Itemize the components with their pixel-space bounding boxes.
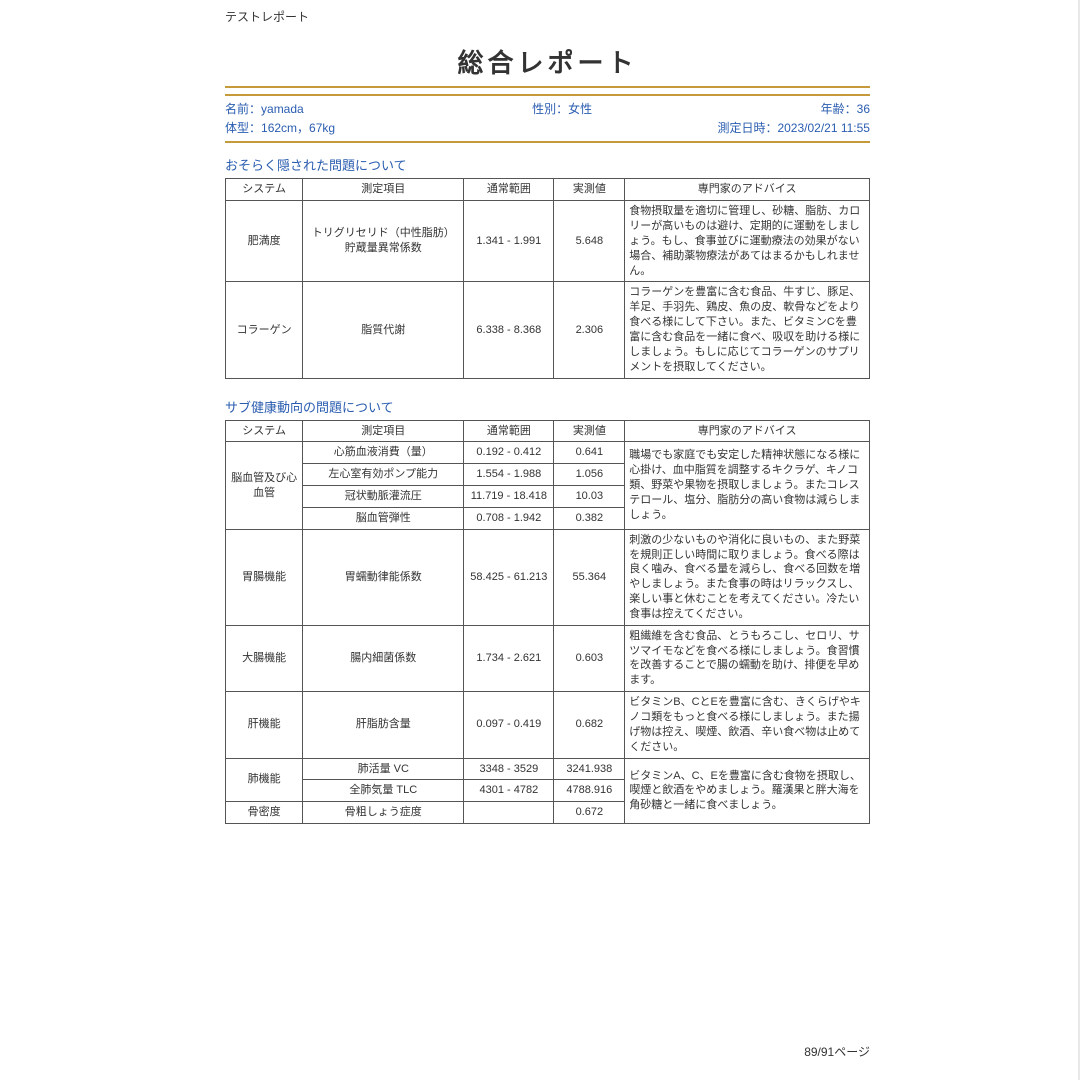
cell-item: 脂質代謝: [303, 282, 464, 378]
cell-system: 骨密度: [226, 802, 303, 824]
cell-item: 左心室有効ポンプ能力: [303, 464, 464, 486]
th-range: 通常範囲: [464, 420, 554, 442]
cell-range: 0.192 - 0.412: [464, 442, 554, 464]
table-row: 肝機能 肝脂肪含量 0.097 - 0.419 0.682 ビタミンB、CとEを…: [226, 692, 870, 758]
cell-item: 冠状動脈灌流圧: [303, 486, 464, 508]
datetime-value: 2023/02/21 11:55: [777, 121, 870, 135]
cell-system: 大腸機能: [226, 625, 303, 691]
cell-value: 0.672: [554, 802, 625, 824]
cell-item: トリグリセリド（中性脂肪）貯蔵量異常係数: [303, 201, 464, 282]
th-value: 実測値: [554, 420, 625, 442]
cell-system: 脳血管及び心血管: [226, 442, 303, 529]
table-header-row: システム 測定項目 通常範囲 実測値 専門家のアドバイス: [226, 179, 870, 201]
cell-range: 1.554 - 1.988: [464, 464, 554, 486]
cell-system: コラーゲン: [226, 282, 303, 378]
cell-advice: 職場でも家庭でも安定した精神状態になる様に心掛け、血中脂質を調整するキクラゲ、キ…: [625, 442, 870, 529]
th-advice: 専門家のアドバイス: [625, 420, 870, 442]
cell-item: 骨粗しょう症度: [303, 802, 464, 824]
cell-advice: 食物摂取量を適切に管理し、砂糖、脂肪、カロリーが高いものは避け、定期的に運動をし…: [625, 201, 870, 282]
section1-title: おそらく隠された問題について: [225, 155, 870, 174]
th-item: 測定項目: [303, 179, 464, 201]
table-row: 肺機能 肺活量 VC 3348 - 3529 3241.938 ビタミンA、C、…: [226, 758, 870, 780]
cell-item: 肺活量 VC: [303, 758, 464, 780]
table-row: 大腸機能 腸内細菌係数 1.734 - 2.621 0.603 粗繊維を含む食品…: [226, 625, 870, 691]
th-system: システム: [226, 420, 303, 442]
table-row: コラーゲン 脂質代謝 6.338 - 8.368 2.306 コラーゲンを豊富に…: [226, 282, 870, 378]
cell-value: 0.382: [554, 507, 625, 529]
cell-range: 6.338 - 8.368: [464, 282, 554, 378]
cell-value: 1.056: [554, 464, 625, 486]
body-value: 162cm，67kg: [261, 121, 335, 135]
cell-item: 全肺気量 TLC: [303, 780, 464, 802]
cell-item: 脳血管弾性: [303, 507, 464, 529]
cell-advice: ビタミンB、CとEを豊富に含む、きくらげやキノコ類をもっと食べる様にしましょう。…: [625, 692, 870, 758]
page-number: 89/91ページ: [804, 1043, 870, 1060]
table-row: 胃腸機能 胃蠕動律能係数 58.425 - 61.213 55.364 刺激の少…: [226, 529, 870, 625]
cell-value: 0.603: [554, 625, 625, 691]
cell-range: 1.341 - 1.991: [464, 201, 554, 282]
cell-system: 肝機能: [226, 692, 303, 758]
cell-item: 胃蠕動律能係数: [303, 529, 464, 625]
th-item: 測定項目: [303, 420, 464, 442]
name-value: yamada: [261, 102, 304, 116]
th-system: システム: [226, 179, 303, 201]
meta-rule: [225, 141, 870, 143]
cell-range: 1.734 - 2.621: [464, 625, 554, 691]
name-label: 名前：: [225, 102, 261, 116]
title-rule: [225, 86, 870, 96]
header-label: テストレポート: [225, 8, 870, 25]
body-label: 体型：: [225, 121, 261, 135]
cell-range: 11.719 - 18.418: [464, 486, 554, 508]
th-value: 実測値: [554, 179, 625, 201]
cell-value: 4788.916: [554, 780, 625, 802]
age-label: 年齢：: [821, 102, 857, 116]
section1-table: システム 測定項目 通常範囲 実測値 専門家のアドバイス 肥満度 トリグリセリド…: [225, 178, 870, 378]
cell-value: 0.641: [554, 442, 625, 464]
sex-label: 性別：: [532, 102, 568, 116]
section2-title: サブ健康動向の問題について: [225, 397, 870, 416]
sex-value: 女性: [568, 102, 592, 116]
cell-item: 心筋血液消費（量）: [303, 442, 464, 464]
cell-range: 4301 - 4782: [464, 780, 554, 802]
cell-advice: 刺激の少ないものや消化に良いもの、また野菜を規則正しい時間に取りましょう。食べる…: [625, 529, 870, 625]
cell-item: 腸内細菌係数: [303, 625, 464, 691]
cell-advice: コラーゲンを豊富に含む食品、牛すじ、豚足、羊足、手羽先、鶏皮、魚の皮、軟骨などを…: [625, 282, 870, 378]
cell-system: 肺機能: [226, 758, 303, 802]
page-title: 総合レポート: [225, 43, 870, 80]
cell-range: 3348 - 3529: [464, 758, 554, 780]
cell-value: 3241.938: [554, 758, 625, 780]
cell-value: 10.03: [554, 486, 625, 508]
cell-value: 2.306: [554, 282, 625, 378]
cell-range: 0.708 - 1.942: [464, 507, 554, 529]
cell-value: 5.648: [554, 201, 625, 282]
cell-range: [464, 802, 554, 824]
cell-value: 55.364: [554, 529, 625, 625]
table-row: 脳血管及び心血管 心筋血液消費（量） 0.192 - 0.412 0.641 職…: [226, 442, 870, 464]
age-value: 36: [857, 102, 870, 116]
cell-item: 肝脂肪含量: [303, 692, 464, 758]
cell-system: 胃腸機能: [226, 529, 303, 625]
table-row: 肥満度 トリグリセリド（中性脂肪）貯蔵量異常係数 1.341 - 1.991 5…: [226, 201, 870, 282]
cell-value: 0.682: [554, 692, 625, 758]
cell-system: 肥満度: [226, 201, 303, 282]
th-range: 通常範囲: [464, 179, 554, 201]
datetime-label: 測定日時：: [717, 121, 777, 135]
table-header-row: システム 測定項目 通常範囲 実測値 専門家のアドバイス: [226, 420, 870, 442]
cell-range: 58.425 - 61.213: [464, 529, 554, 625]
cell-advice: ビタミンA、C、Eを豊富に含む食物を摂取し、喫煙と飲酒をやめましょう。羅漢果と胖…: [625, 758, 870, 824]
th-advice: 専門家のアドバイス: [625, 179, 870, 201]
cell-range: 0.097 - 0.419: [464, 692, 554, 758]
section2-table: システム 測定項目 通常範囲 実測値 専門家のアドバイス 脳血管及び心血管 心筋…: [225, 420, 870, 825]
patient-meta: 名前：yamada 性別：女性 年齢：36 体型：162cm，67kg 測定日時…: [225, 100, 870, 138]
cell-advice: 粗繊維を含む食品、とうもろこし、セロリ、サツマイモなどを食べる様にしましょう。食…: [625, 625, 870, 691]
